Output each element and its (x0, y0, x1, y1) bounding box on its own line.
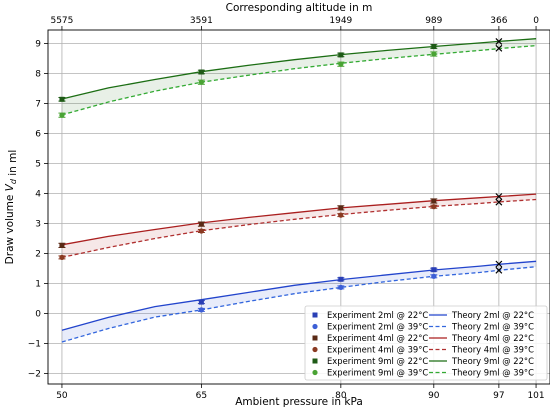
legend-marker (312, 369, 318, 376)
y-tick-label: 9 (35, 40, 41, 50)
y-tick-label: 5 (35, 160, 41, 170)
top-tick-label: 5575 (50, 16, 73, 26)
y-axis-label-text: Draw volume Vd in ml (4, 150, 19, 265)
legend-label: Theory 9ml @ 22°C (451, 356, 534, 366)
x-marker (495, 44, 503, 52)
top-tick-label: 3591 (190, 16, 213, 26)
x-tick-label: 101 (527, 391, 544, 401)
x-tick-label: 97 (493, 391, 504, 401)
theory-line (61, 266, 537, 343)
legend-label: Theory 2ml @ 39°C (451, 322, 534, 332)
y-tick-label: 0 (35, 310, 41, 320)
y-tick-label: 1 (35, 280, 41, 290)
theory-line (61, 44, 537, 116)
theory-lines (61, 38, 537, 343)
data-point (338, 52, 344, 58)
data-point (431, 267, 437, 273)
band-fill (61, 261, 537, 342)
legend-label: Experiment 4ml @ 39°C (327, 345, 428, 355)
top-tick-label: 989 (425, 16, 442, 26)
data-point (431, 273, 437, 279)
y-tick-label: 7 (35, 100, 41, 110)
y-axis-label: Draw volume Vd in ml (4, 150, 19, 265)
data-point (431, 198, 437, 204)
theory-line (61, 38, 537, 100)
x-marker (495, 266, 503, 274)
data-point (338, 284, 344, 290)
legend-label: Experiment 4ml @ 22°C (327, 333, 428, 343)
data-point (338, 205, 344, 211)
data-point (198, 221, 204, 227)
x-marker (495, 260, 503, 268)
y-tick-label: 4 (35, 190, 41, 200)
data-point (431, 51, 437, 57)
theory-line (61, 198, 537, 259)
data-point (198, 228, 204, 234)
legend-label: Theory 9ml @ 39°C (451, 368, 534, 378)
x-marker (495, 37, 503, 45)
y-tick-label: −2 (28, 370, 41, 380)
legend-label: Theory 4ml @ 39°C (451, 345, 534, 355)
y-tick-label: 8 (35, 70, 41, 80)
data-point (59, 112, 65, 118)
x-tick-label: 90 (428, 391, 440, 401)
legend-label: Experiment 2ml @ 39°C (327, 322, 428, 332)
legend-label: Experiment 9ml @ 22°C (327, 356, 428, 366)
y-tick-label: 2 (35, 250, 41, 260)
band-shading (61, 38, 537, 342)
top-tick-label: 0 (533, 16, 539, 26)
data-point (59, 242, 65, 248)
legend-box (304, 305, 548, 381)
theory-line (61, 193, 537, 246)
data-point (338, 212, 344, 218)
legend-label: Experiment 9ml @ 39°C (327, 368, 428, 378)
x-tick-label: 65 (196, 391, 207, 401)
theory-line (61, 260, 537, 331)
legend: Experiment 2ml @ 22°C Experiment 2ml @ 39… (304, 305, 548, 381)
legend-label: Theory 2ml @ 22°C (451, 310, 534, 320)
x-marker (495, 193, 503, 200)
legend-label: Experiment 2ml @ 22°C (327, 310, 428, 320)
top-tick-label: 1949 (329, 16, 352, 26)
y-tick-label: 3 (35, 220, 41, 230)
axes-frame (47, 29, 550, 385)
x-tick-label: 50 (56, 391, 68, 401)
data-point (338, 276, 344, 282)
grid (48, 30, 550, 384)
y-tick-label: −1 (28, 340, 41, 350)
band-fill (61, 38, 537, 115)
data-point (198, 307, 204, 313)
data-point (198, 79, 204, 85)
legend-marker (312, 358, 318, 364)
x-tick-label: 80 (335, 391, 347, 401)
axes (44, 26, 550, 388)
top-tick-label: 366 (490, 16, 507, 26)
data-point (59, 254, 65, 260)
data-point (338, 61, 344, 67)
legend-marker (312, 323, 318, 330)
y-tick-label: 6 (35, 130, 41, 140)
legend-marker (312, 312, 318, 318)
x-marker (495, 198, 503, 206)
band-fill (61, 194, 537, 258)
top-x-axis-label: Corresponding altitude in m (226, 2, 373, 14)
legend-marker (312, 335, 318, 341)
legend-label: Theory 4ml @ 22°C (451, 333, 534, 343)
experiment-points (58, 37, 503, 313)
legend-marker (312, 346, 318, 353)
data-point (198, 299, 204, 305)
x-axis-label: Ambient pressure in kPa (235, 396, 363, 408)
data-point (59, 96, 65, 102)
data-point (198, 69, 204, 75)
data-point (431, 204, 437, 210)
data-point (431, 44, 437, 49)
